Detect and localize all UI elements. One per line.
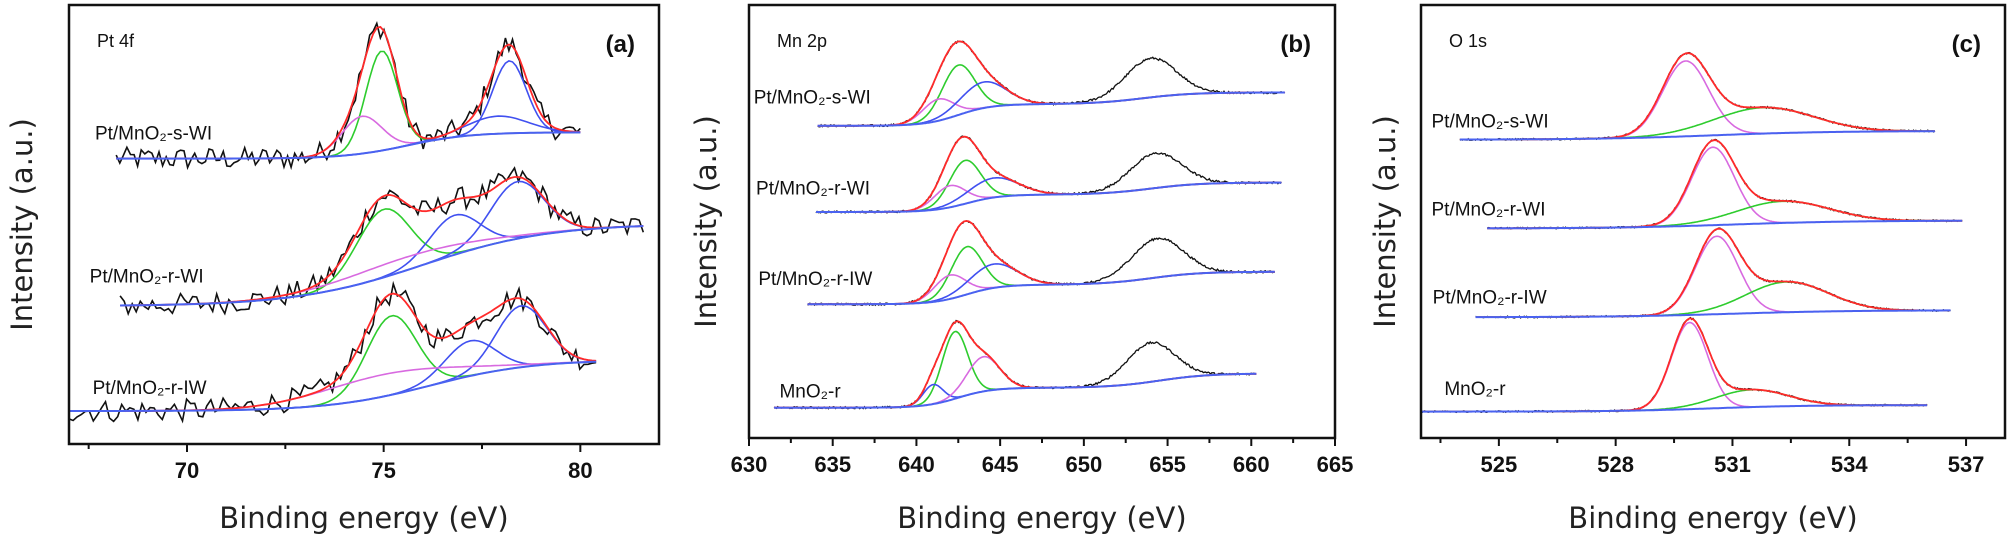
y-axis-label: Intensity (a.u.) — [689, 115, 723, 328]
background-curve — [120, 225, 644, 307]
fit-envelope-curve — [817, 40, 1285, 127]
x-tick-label: 640 — [898, 452, 935, 477]
background-curve — [1487, 219, 1963, 230]
experimental-curve — [1475, 227, 1951, 319]
background-curve — [1459, 130, 1935, 141]
background-curve — [1475, 309, 1951, 319]
x-tick-label: 537 — [1948, 452, 1985, 477]
fit-envelope-curve — [1475, 227, 1951, 318]
experimental-curve — [773, 319, 1257, 410]
x-tick-label: 80 — [568, 458, 592, 483]
blue-component-peak — [774, 373, 1257, 409]
background-curve — [807, 270, 1275, 306]
sample-label: Pt/MnO₂-r-WI — [90, 266, 204, 287]
y-axis-label: Intensity (a.u.) — [5, 118, 39, 331]
series-ptmno-s-wi — [817, 40, 1286, 128]
x-tick-label: 528 — [1597, 452, 1634, 477]
pink-component-peak — [1475, 235, 1951, 318]
x-tick-label: 650 — [1065, 452, 1102, 477]
y-axis-label: Intensity (a.u.) — [1368, 115, 1402, 328]
sample-label: Pt/MnO₂-r-IW — [93, 378, 207, 399]
x-tick-label: 70 — [175, 458, 199, 483]
panel-title: Mn 2p — [777, 31, 827, 51]
sample-label: Pt/MnO₂-r-WI — [1432, 200, 1546, 221]
green-component-peak — [774, 330, 1257, 409]
experimental-curve — [119, 166, 645, 317]
panel-letter: (b) — [1280, 31, 1311, 58]
x-tick-label: 531 — [1714, 452, 1751, 477]
sample-label: Pt/MnO₂-r-IW — [758, 269, 872, 290]
experimental-curve — [817, 40, 1286, 128]
series-ptmno-r-iw — [1475, 227, 1951, 319]
sample-label: MnO₂-r — [1444, 379, 1506, 400]
series-ptmno-r-iw — [68, 280, 597, 424]
series-mno-r — [773, 319, 1257, 410]
fit-envelope-curve — [816, 135, 1282, 213]
x-tick-label: 660 — [1233, 452, 1270, 477]
sample-label: Pt/MnO₂-s-WI — [95, 123, 212, 144]
background-curve — [816, 181, 1282, 213]
series-ptmno-r-wi — [119, 166, 645, 317]
series-ptmno-s-wi — [1459, 51, 1936, 142]
pink-component-peak — [1487, 146, 1963, 230]
background-curve — [774, 372, 1257, 409]
pink-component-peak — [807, 271, 1275, 305]
x-tick-label: 525 — [1481, 452, 1518, 477]
series-ptmno-s-wi — [115, 20, 581, 171]
experimental-curve — [68, 280, 597, 424]
x-tick-label: 534 — [1831, 452, 1868, 477]
experimental-curve — [815, 135, 1282, 214]
x-tick-label: 645 — [982, 452, 1019, 477]
panel-title: Pt 4f — [97, 31, 135, 51]
panel-c: Pt/MnO₂-s-WI Pt/MnO₂-r-WI Pt/MnO₂-r-IW MnO₂… — [1368, 3, 2007, 535]
panel-a: Pt/MnO₂-s-WI Pt/MnO₂-r-WI Pt/MnO₂-r-IW 70 75… — [5, 3, 661, 535]
sample-label: Pt/MnO₂-s-WI — [754, 87, 871, 108]
green-component-peak — [817, 64, 1285, 127]
series-ptmno-r-wi — [815, 135, 1282, 214]
experimental-curve — [807, 220, 1275, 307]
sample-label: Pt/MnO₂-s-WI — [1432, 112, 1549, 133]
x-axis-label: Binding energy (eV) — [219, 501, 508, 535]
green-component-peak — [816, 159, 1282, 213]
x-axis-label: Binding energy (eV) — [897, 501, 1186, 535]
blue-component-peak — [120, 213, 644, 307]
fit-envelope-curve — [807, 220, 1275, 306]
x-tick-label: 635 — [814, 452, 851, 477]
plot-frame — [1419, 3, 2007, 440]
x-tick-label: 630 — [731, 452, 768, 477]
pink-component-peak — [816, 181, 1282, 213]
background-curve — [69, 360, 597, 412]
background-curve — [1421, 404, 1928, 413]
green-component-peak — [120, 208, 644, 307]
sample-label: Pt/MnO₂-r-WI — [756, 179, 870, 200]
x-tick-label: 665 — [1317, 452, 1354, 477]
x-tick-label: 75 — [371, 458, 395, 483]
panel-b: Pt/MnO₂-s-WI Pt/MnO₂-r-WI Pt/MnO₂-r-IW MnO₂… — [689, 3, 1354, 535]
series-ptmno-r-iw — [807, 220, 1275, 307]
panel-letter: (a) — [606, 31, 635, 58]
panel-letter: (c) — [1952, 31, 1981, 58]
background-curve — [116, 131, 581, 160]
green-component-peak — [807, 245, 1275, 305]
sample-label: Pt/MnO₂-r-IW — [1433, 287, 1547, 308]
pink-component-peak — [817, 91, 1285, 127]
x-tick-label: 655 — [1149, 452, 1186, 477]
fit-envelope-curve — [774, 320, 1257, 409]
x-axis-label: Binding energy (eV) — [1568, 501, 1857, 535]
sample-label: MnO₂-r — [779, 381, 841, 402]
background-curve — [817, 91, 1285, 127]
plot-frame — [67, 3, 661, 446]
panel-title: O 1s — [1449, 31, 1487, 51]
series-ptmno-r-wi — [1486, 138, 1963, 231]
green-component-peak — [1475, 281, 1951, 318]
series-mno-r — [1420, 316, 1928, 414]
